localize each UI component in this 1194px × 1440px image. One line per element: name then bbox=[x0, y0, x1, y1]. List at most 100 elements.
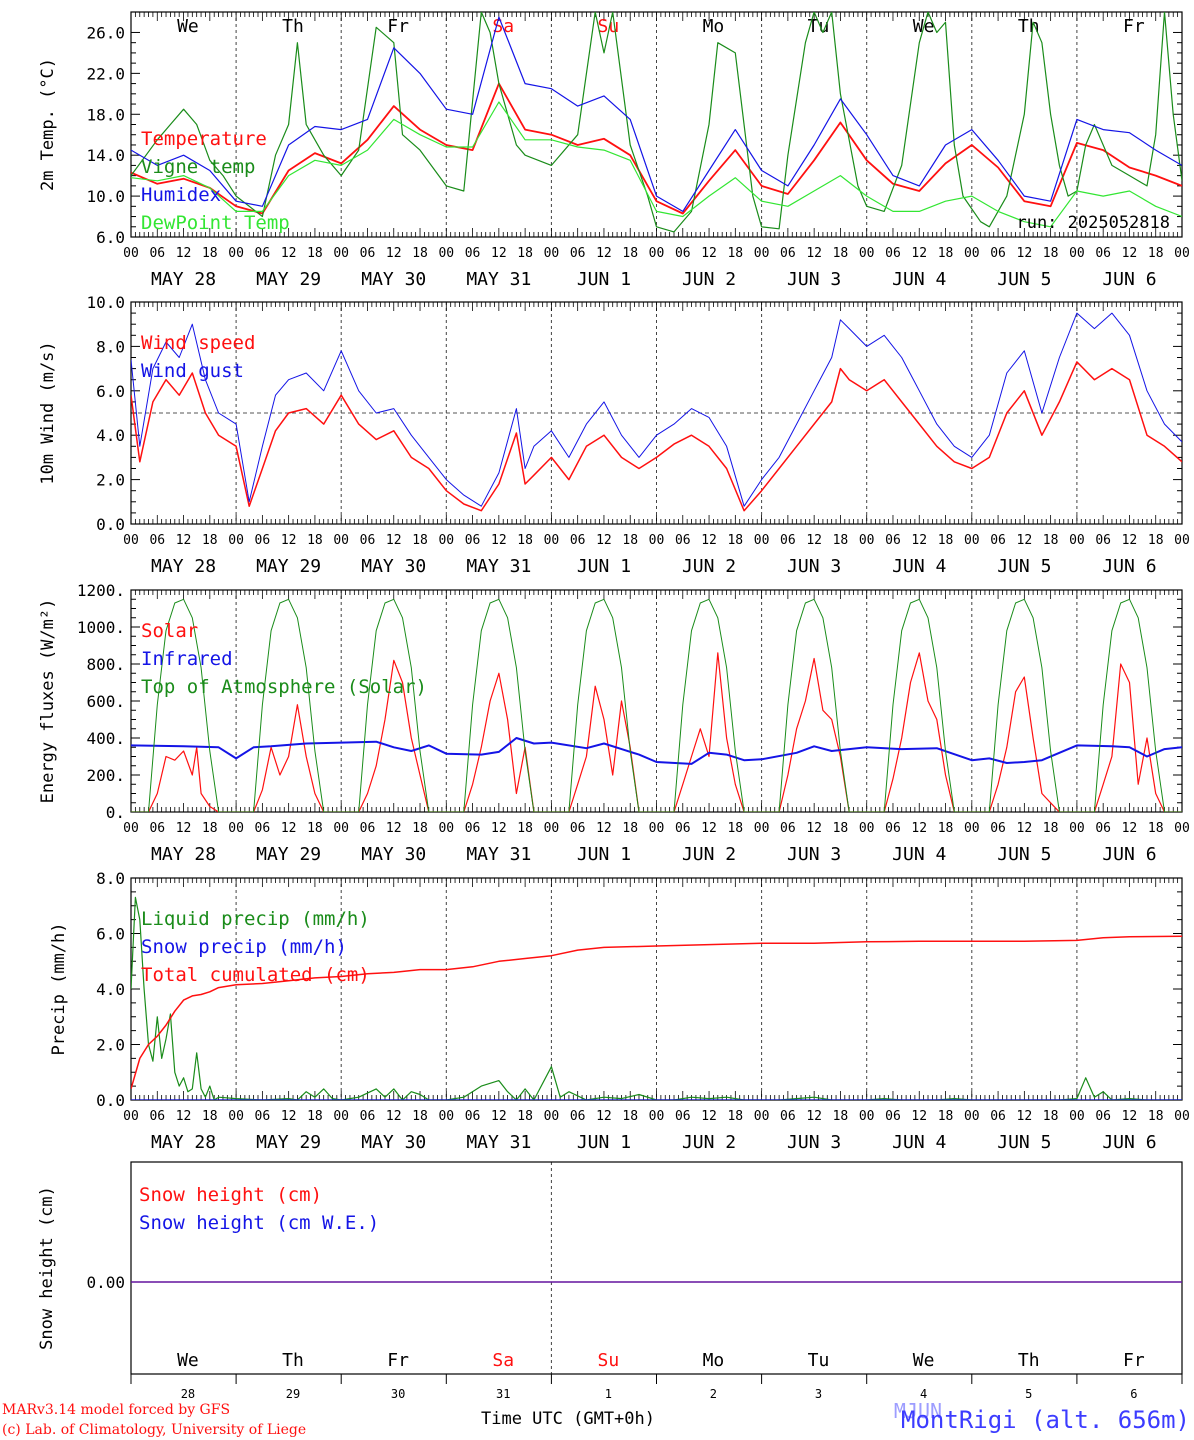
date-label: MAY 30 bbox=[361, 1132, 426, 1153]
date-label: MAY 28 bbox=[151, 556, 216, 577]
x-hour-label: 18 bbox=[622, 246, 638, 261]
y-axis-label: Energy fluxes (W/m²) bbox=[38, 599, 58, 804]
y-tick-label: 2.0 bbox=[96, 471, 125, 490]
x-hour-label: 00 bbox=[228, 246, 244, 261]
x-hour-label: 12 bbox=[911, 246, 927, 261]
date-label: JUN 6 bbox=[1102, 1132, 1156, 1153]
day-number-label: 1 bbox=[605, 1387, 612, 1401]
legend-entry: DewPoint Temp bbox=[141, 212, 290, 234]
x-hour-label: 18 bbox=[307, 533, 323, 548]
x-hour-label: 18 bbox=[622, 821, 638, 836]
weekday-label: We bbox=[177, 16, 199, 37]
date-label: MAY 31 bbox=[466, 556, 531, 577]
y-tick-label: 0.0 bbox=[96, 515, 125, 534]
x-hour-label: 12 bbox=[281, 246, 297, 261]
x-hour-label: 06 bbox=[360, 821, 376, 836]
day-number-label: 5 bbox=[1025, 1387, 1032, 1401]
x-hour-label: 06 bbox=[990, 533, 1006, 548]
x-hour-label: 00 bbox=[754, 821, 770, 836]
weekday-label: Th bbox=[282, 16, 304, 37]
legend-entry: Infrared bbox=[141, 648, 233, 670]
x-hour-label: 12 bbox=[176, 533, 192, 548]
x-hour-label: 12 bbox=[491, 246, 507, 261]
legend-entry: Vigne temp bbox=[141, 156, 255, 178]
x-hour-label: 00 bbox=[964, 821, 980, 836]
x-hour-label: 06 bbox=[675, 246, 691, 261]
day-number-label: 28 bbox=[181, 1387, 195, 1401]
x-hour-label: 00 bbox=[438, 821, 454, 836]
x-hour-label: 06 bbox=[360, 533, 376, 548]
day-number-label: 30 bbox=[391, 1387, 405, 1401]
x-hour-label: 06 bbox=[149, 246, 165, 261]
x-hour-label: 00 bbox=[649, 1109, 665, 1124]
x-hour-label: 12 bbox=[1122, 246, 1138, 261]
footer-lab: (c) Lab. of Climatology, University of L… bbox=[2, 1422, 306, 1438]
date-label: MAY 29 bbox=[256, 269, 321, 290]
x-hour-label: 18 bbox=[517, 533, 533, 548]
x-hour-label: 00 bbox=[438, 533, 454, 548]
y-tick-label: 6.0 bbox=[96, 382, 125, 401]
x-hour-label: 18 bbox=[833, 533, 849, 548]
x-hour-label: 06 bbox=[465, 1109, 481, 1124]
y-tick-label: 26.0 bbox=[86, 23, 125, 42]
date-label: JUN 3 bbox=[787, 1132, 841, 1153]
series-humidex bbox=[131, 16, 1182, 212]
x-hour-label: 12 bbox=[911, 533, 927, 548]
series-group bbox=[131, 312, 1182, 512]
x-hour-label: 12 bbox=[596, 1109, 612, 1124]
x-hour-label: 00 bbox=[544, 821, 560, 836]
x-hour-label: 06 bbox=[780, 1109, 796, 1124]
date-label: JUN 2 bbox=[682, 556, 736, 577]
x-hour-label: 06 bbox=[780, 533, 796, 548]
weekday-label: Fr bbox=[387, 1350, 409, 1371]
x-hour-label: 06 bbox=[360, 246, 376, 261]
weekday-label: Tu bbox=[808, 16, 830, 37]
legend-entry: Temperature bbox=[141, 128, 267, 150]
x-hour-label: 00 bbox=[438, 1109, 454, 1124]
x-hour-label: 00 bbox=[123, 246, 139, 261]
x-hour-label: 18 bbox=[307, 246, 323, 261]
x-hour-label: 00 bbox=[438, 246, 454, 261]
x-hour-label: 12 bbox=[386, 533, 402, 548]
date-label: JUN 5 bbox=[997, 556, 1051, 577]
x-hour-label: 06 bbox=[149, 821, 165, 836]
x-hour-label: 06 bbox=[675, 533, 691, 548]
date-label: JUN 5 bbox=[997, 269, 1051, 290]
day-number-label: 31 bbox=[496, 1387, 510, 1401]
series-group bbox=[131, 896, 1182, 1100]
x-hour-label: 06 bbox=[255, 246, 271, 261]
date-label: JUN 4 bbox=[892, 556, 946, 577]
x-hour-label: 12 bbox=[386, 821, 402, 836]
y-tick-label: 6.0 bbox=[96, 925, 125, 944]
x-hour-label: 18 bbox=[1043, 533, 1059, 548]
y-tick-label: 2.0 bbox=[96, 1036, 125, 1055]
y-tick-label: 6.0 bbox=[96, 228, 125, 247]
day-number-label: 2 bbox=[710, 1387, 717, 1401]
x-hour-label: 18 bbox=[517, 1109, 533, 1124]
day-number-label: 3 bbox=[815, 1387, 822, 1401]
x-hour-label: 06 bbox=[780, 246, 796, 261]
x-hour-label: 12 bbox=[491, 533, 507, 548]
series-total-cumulated-cm bbox=[131, 935, 1182, 1090]
date-label: MAY 30 bbox=[361, 556, 426, 577]
y-axis-label: Precip (mm/h) bbox=[49, 922, 69, 1055]
weekday-label: We bbox=[177, 1350, 199, 1371]
x-hour-label: 06 bbox=[1095, 1109, 1111, 1124]
x-hour-label: 00 bbox=[333, 533, 349, 548]
x-hour-label: 18 bbox=[833, 246, 849, 261]
x-hour-label: 18 bbox=[412, 1109, 428, 1124]
y-tick-label: 10.0 bbox=[86, 187, 125, 206]
panel-snow: 0.00 Snow height (cm) We Th Fr Sa Su Mo Tu We Th Fr… bbox=[37, 1161, 1183, 1401]
x-hour-label: 06 bbox=[465, 533, 481, 548]
date-label: MAY 29 bbox=[256, 1132, 321, 1153]
x-hour-label: 18 bbox=[1043, 246, 1059, 261]
x-hour-label: 00 bbox=[1069, 246, 1085, 261]
y-tick-label: 0.00 bbox=[86, 1273, 125, 1292]
legend-entry: Snow precip (mm/h) bbox=[141, 936, 347, 958]
x-hour-label: 06 bbox=[465, 821, 481, 836]
x-hour-label: 18 bbox=[938, 821, 954, 836]
x-hour-label: 18 bbox=[202, 821, 218, 836]
x-hour-label: 12 bbox=[176, 246, 192, 261]
weekday-label: Th bbox=[282, 1350, 304, 1371]
x-hour-label: 06 bbox=[885, 821, 901, 836]
